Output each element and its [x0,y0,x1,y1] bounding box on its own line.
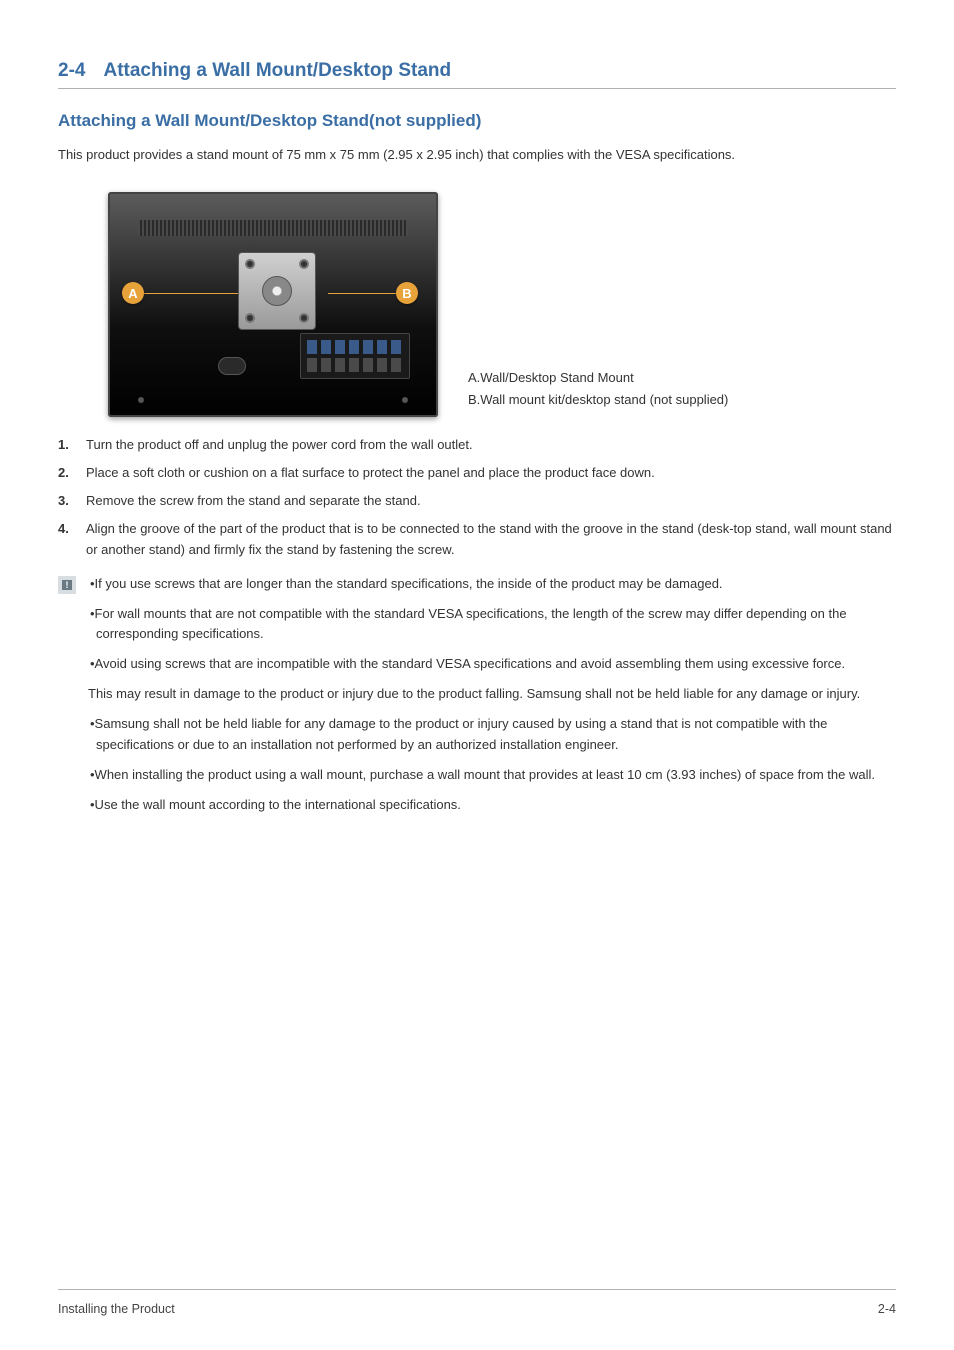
figure-legend: A.Wall/Desktop Stand Mount B.Wall mount … [468,367,728,417]
subheader: Attaching a Wall Mount/Desktop Stand(not… [58,111,896,131]
section-title-text: Attaching a Wall Mount/Desktop Stand [103,60,451,81]
step-item: Turn the product off and unplug the powe… [58,435,896,455]
page: 2-4Attaching a Wall Mount/Desktop Stand … [0,0,954,1350]
step-item: Place a soft cloth or cushion on a flat … [58,463,896,483]
figure-row: A B A.Wall/Desktop Stand Mount B.Wall mo… [58,192,896,417]
screw-hole-icon [299,313,309,323]
step-item: Align the groove of the part of the prod… [58,519,896,559]
leader-line-a [144,293,238,294]
legend-a: A.Wall/Desktop Stand Mount [468,367,728,389]
vesa-plate-icon [238,252,316,330]
mount-center-icon [262,276,292,306]
caution-item: •Avoid using screws that are incompatibl… [88,654,896,674]
caution-item: •Use the wall mount according to the int… [88,795,896,815]
caution-item: This may result in damage to the product… [88,684,896,704]
monitor-vents [138,220,408,236]
callout-a: A [122,282,144,304]
screw-hole-icon [245,313,255,323]
callout-b: B [396,282,418,304]
caution-item: •Samsung shall not be held liable for an… [88,714,896,754]
section-header: 2-4 Attaching a Wall Mount/Desktop Stand [58,60,896,89]
foot-dot-icon [402,397,408,403]
section-title: 2-4 Attaching a Wall Mount/Desktop Stand [58,60,896,82]
caution-item: •For wall mounts that are not compatible… [88,604,896,644]
footer-left: Installing the Product [58,1302,175,1316]
step-item: Remove the screw from the stand and sepa… [58,491,896,511]
foot-dot-icon [138,397,144,403]
caution-item: •If you use screws that are longer than … [88,574,896,594]
caution-block: ! •If you use screws that are longer tha… [58,574,896,825]
screw-hole-icon [245,259,255,269]
leader-line-b [328,293,396,294]
intro-text: This product provides a stand mount of 7… [58,147,896,162]
legend-b: B.Wall mount kit/desktop stand (not supp… [468,389,728,411]
section-number: 2-4 [58,60,85,81]
footer-right: 2-4 [878,1302,896,1316]
page-footer: Installing the Product 2-4 [58,1289,896,1316]
caution-icon: ! [58,576,76,594]
port-panel-icon [300,333,410,379]
caution-body: •If you use screws that are longer than … [88,574,896,825]
steps-list: Turn the product off and unplug the powe… [58,435,896,560]
logo-icon [218,357,246,375]
screw-hole-icon [299,259,309,269]
caution-item: •When installing the product using a wal… [88,765,896,785]
product-figure: A B [108,192,438,417]
